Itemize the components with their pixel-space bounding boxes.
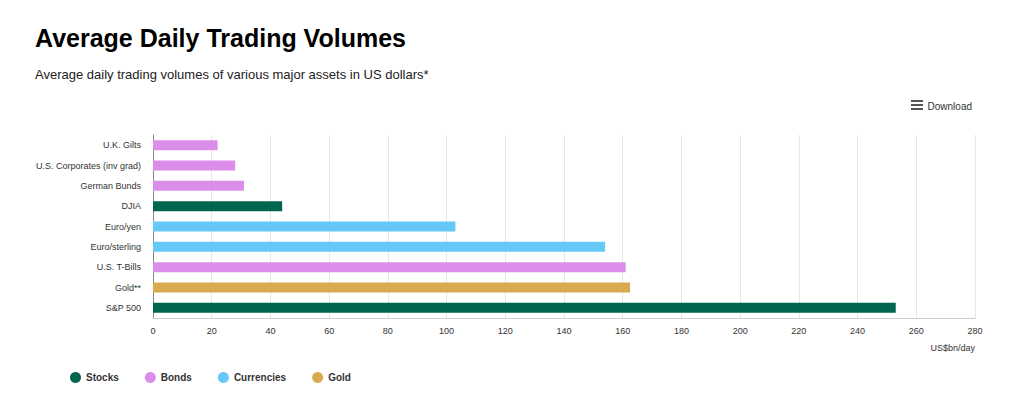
svg-text:Average daily trading volumes: Average daily trading volumes of various…	[35, 67, 429, 82]
svg-text:240: 240	[850, 326, 865, 336]
svg-text:U.K. Gilts: U.K. Gilts	[103, 140, 142, 150]
svg-text:Gold**: Gold**	[115, 283, 142, 293]
svg-text:Average Daily Trading Volumes: Average Daily Trading Volumes	[35, 24, 406, 52]
svg-text:0: 0	[150, 326, 155, 336]
svg-text:40: 40	[265, 326, 275, 336]
svg-text:Gold: Gold	[328, 372, 351, 383]
svg-text:US$bn/day: US$bn/day	[930, 343, 975, 353]
svg-text:140: 140	[556, 326, 571, 336]
svg-text:280: 280	[967, 326, 982, 336]
svg-text:U.S. T-Bills: U.S. T-Bills	[97, 262, 142, 272]
svg-text:260: 260	[909, 326, 924, 336]
svg-text:120: 120	[498, 326, 513, 336]
svg-text:160: 160	[615, 326, 630, 336]
svg-text:S&P 500: S&P 500	[106, 303, 141, 313]
svg-text:Currencies: Currencies	[234, 372, 287, 383]
svg-text:80: 80	[383, 326, 393, 336]
svg-text:Stocks: Stocks	[86, 372, 119, 383]
svg-text:Download: Download	[928, 101, 972, 112]
svg-text:Euro/yen: Euro/yen	[105, 222, 141, 232]
svg-text:Bonds: Bonds	[161, 372, 193, 383]
svg-text:200: 200	[733, 326, 748, 336]
svg-text:DJIA: DJIA	[121, 201, 141, 211]
svg-text:180: 180	[674, 326, 689, 336]
svg-text:German Bunds: German Bunds	[80, 181, 141, 191]
svg-text:U.S. Corporates (inv grad): U.S. Corporates (inv grad)	[36, 161, 141, 171]
svg-text:Euro/sterling: Euro/sterling	[90, 242, 141, 252]
svg-text:220: 220	[791, 326, 806, 336]
svg-text:100: 100	[439, 326, 454, 336]
svg-text:60: 60	[324, 326, 334, 336]
svg-text:20: 20	[207, 326, 217, 336]
